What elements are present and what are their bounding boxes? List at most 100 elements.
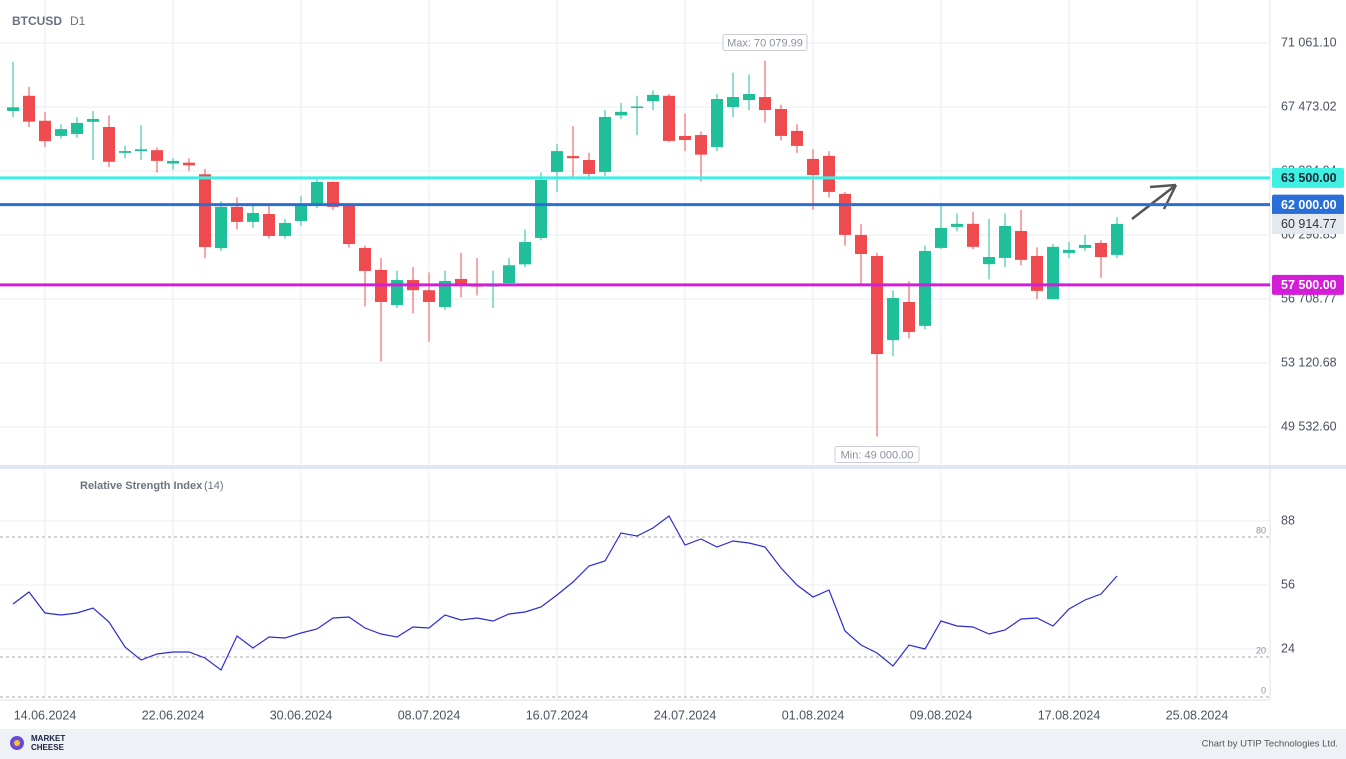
x-tick-label: 30.06.2024 bbox=[270, 708, 333, 722]
candle-body bbox=[1111, 223, 1123, 255]
timeframe: D1 bbox=[70, 14, 86, 28]
logo: MARKET CHEESE bbox=[10, 734, 65, 752]
candle-body bbox=[1063, 249, 1075, 253]
logo-text: MARKET bbox=[31, 734, 65, 743]
footer-bar bbox=[0, 729, 1346, 759]
candle-body bbox=[1031, 255, 1043, 291]
candle-body bbox=[567, 156, 579, 159]
logo-text: CHEESE bbox=[31, 743, 65, 752]
candle-body bbox=[839, 193, 851, 235]
x-tick-label: 08.07.2024 bbox=[398, 708, 461, 722]
candle-body bbox=[295, 204, 307, 221]
indicator-period: (14) bbox=[204, 480, 224, 492]
candle-body bbox=[535, 179, 547, 238]
y-tick-label: 56 bbox=[1281, 577, 1295, 591]
candle-body bbox=[775, 108, 787, 136]
annotation-box bbox=[722, 33, 808, 51]
candle-body bbox=[503, 265, 515, 284]
x-tick-label: 09.08.2024 bbox=[910, 708, 973, 722]
current-price-label: 60 914.77 bbox=[1281, 217, 1337, 231]
candle-body bbox=[631, 106, 643, 108]
logo-icon-inner bbox=[14, 740, 20, 746]
candle-body bbox=[711, 98, 723, 147]
level-label-box bbox=[1272, 194, 1344, 215]
candle-body bbox=[551, 151, 563, 172]
level-label: 57 500.00 bbox=[1281, 278, 1337, 292]
candle-body bbox=[119, 151, 131, 153]
candle-body bbox=[759, 97, 771, 111]
candle-body bbox=[87, 118, 99, 122]
candle-body bbox=[903, 301, 915, 332]
y-tick-label: 53 120.68 bbox=[1281, 355, 1337, 369]
candle-body bbox=[887, 298, 899, 341]
candle-body bbox=[647, 94, 659, 102]
candle-body bbox=[951, 223, 963, 227]
candle-body bbox=[167, 160, 179, 164]
level-label: 63 500.00 bbox=[1281, 171, 1337, 185]
candle-body bbox=[103, 126, 115, 162]
candle-body bbox=[423, 290, 435, 302]
x-tick-label: 16.07.2024 bbox=[526, 708, 589, 722]
candle-body bbox=[55, 129, 67, 136]
candle-body bbox=[983, 257, 995, 265]
candle-body bbox=[695, 135, 707, 155]
candle-body bbox=[615, 111, 627, 116]
candle-body bbox=[919, 250, 931, 326]
x-tick-label: 25.08.2024 bbox=[1166, 708, 1229, 722]
candle-body bbox=[23, 95, 35, 122]
candle-body bbox=[71, 122, 83, 134]
candle-body bbox=[727, 97, 739, 108]
candle-body bbox=[39, 120, 51, 142]
y-tick-label: 88 bbox=[1281, 513, 1295, 527]
candle-body bbox=[1095, 242, 1107, 258]
candle-body bbox=[823, 155, 835, 192]
annotation: Min: 49 000.00 bbox=[841, 449, 914, 461]
candle-body bbox=[1047, 246, 1059, 300]
y-tick-label: 49 532.60 bbox=[1281, 419, 1337, 433]
pane-separator bbox=[0, 465, 1346, 469]
candle-body bbox=[663, 95, 675, 141]
candle-body bbox=[135, 149, 147, 152]
rsi-level-label: 20 bbox=[1256, 645, 1266, 655]
candle-body bbox=[583, 159, 595, 174]
candle-body bbox=[1015, 230, 1027, 260]
current-price-box bbox=[1272, 213, 1344, 234]
rsi-line bbox=[12, 515, 1118, 671]
candle-body bbox=[151, 150, 163, 161]
rsi-level-label: 80 bbox=[1256, 525, 1266, 535]
candle-body bbox=[263, 214, 275, 236]
symbol: BTCUSD bbox=[12, 14, 62, 28]
candle-body bbox=[999, 225, 1011, 258]
candle-body bbox=[231, 206, 243, 222]
candle-body bbox=[967, 223, 979, 247]
level-label-box bbox=[1272, 167, 1344, 188]
candle-body bbox=[439, 280, 451, 307]
annotation-box bbox=[834, 445, 920, 463]
candle-body bbox=[455, 278, 467, 286]
y-tick-label: 24 bbox=[1281, 641, 1295, 655]
candle-body bbox=[679, 135, 691, 141]
y-tick-label: 71 061.10 bbox=[1281, 35, 1337, 49]
candle-body bbox=[199, 174, 211, 248]
candle-body bbox=[743, 93, 755, 101]
x-tick-label: 14.06.2024 bbox=[14, 708, 77, 722]
candle-body bbox=[935, 227, 947, 248]
candle-body bbox=[311, 181, 323, 205]
x-tick-label: 01.08.2024 bbox=[782, 708, 845, 722]
arrow bbox=[1131, 183, 1178, 220]
candle-body bbox=[183, 162, 195, 166]
candle-body bbox=[247, 212, 259, 222]
candle-body bbox=[359, 247, 371, 271]
candle-body bbox=[1079, 244, 1091, 248]
candle-body bbox=[215, 206, 227, 249]
candle-body bbox=[599, 117, 611, 172]
y-tick-label: 67 473.02 bbox=[1281, 99, 1337, 113]
candle-body bbox=[279, 222, 291, 236]
candle-body bbox=[7, 107, 19, 111]
candle-body bbox=[519, 242, 531, 265]
x-tick-label: 24.07.2024 bbox=[654, 708, 717, 722]
x-tick-label: 22.06.2024 bbox=[142, 708, 205, 722]
candle-body bbox=[871, 255, 883, 355]
credit: Chart by UTIP Technologies Ltd. bbox=[1202, 739, 1338, 750]
